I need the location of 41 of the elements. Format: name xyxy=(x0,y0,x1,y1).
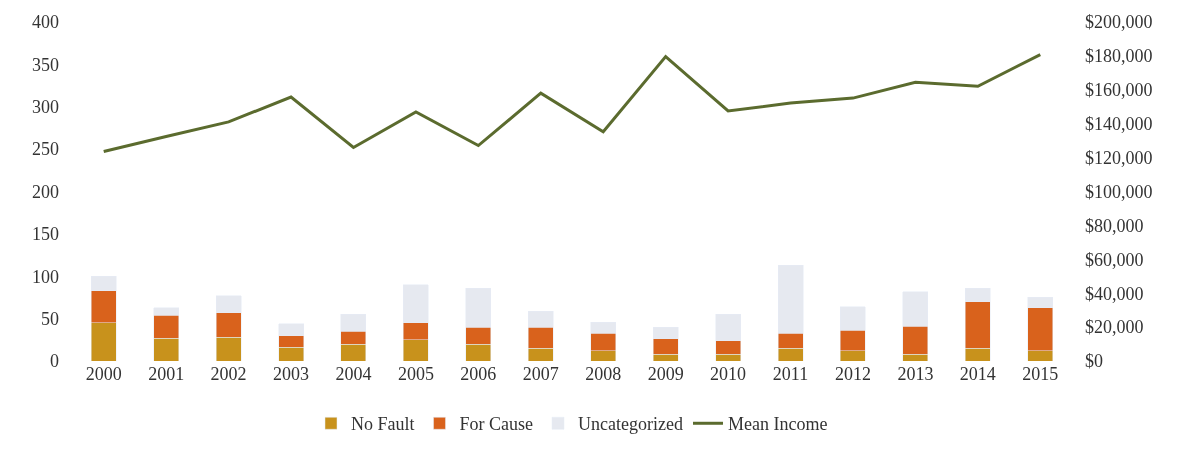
legend-label: For Cause xyxy=(459,414,534,435)
legend-label: Mean Income xyxy=(727,414,828,435)
legend-label: Uncategorized xyxy=(578,414,683,435)
y-tick-label: 350 xyxy=(32,54,59,75)
x-tick-label: 2003 xyxy=(273,364,310,384)
y2-tick-label: $80,000 xyxy=(1085,215,1144,236)
y2-tick-label: $140,000 xyxy=(1085,114,1153,134)
y2-tick-label: $200,000 xyxy=(1085,12,1153,33)
x-tick-label: 2013 xyxy=(897,364,934,384)
x-tick-label: 2010 xyxy=(710,364,747,384)
x-tick-label: 2007 xyxy=(522,364,559,384)
y2-tick-label: $60,000 xyxy=(1085,249,1144,270)
x-tick-label: 2011 xyxy=(772,364,809,384)
y-tick-label: 0 xyxy=(50,351,59,372)
x-tick-label: 2005 xyxy=(397,364,434,384)
y-tick-label: 200 xyxy=(32,181,59,202)
y2-tick-label: $120,000 xyxy=(1085,147,1153,168)
y-tick-label: 100 xyxy=(32,266,59,287)
y2-tick-label: $20,000 xyxy=(1085,317,1144,338)
x-tick-label: 2008 xyxy=(585,364,622,384)
x-tick-label: 2009 xyxy=(647,364,684,384)
x-tick-label: 2002 xyxy=(210,364,247,384)
x-tick-label: 2004 xyxy=(335,364,372,384)
legend-label: No Fault xyxy=(351,414,415,435)
y-tick-label: 300 xyxy=(32,97,59,118)
y-tick-label: 250 xyxy=(32,139,59,160)
y-tick-label: 150 xyxy=(32,224,59,245)
y-tick-label: 400 xyxy=(32,12,59,33)
x-tick-label: 2015 xyxy=(1022,364,1059,384)
y-tick-label: 50 xyxy=(41,308,59,329)
y2-tick-label: $100,000 xyxy=(1085,181,1153,202)
y2-tick-label: $0 xyxy=(1085,351,1103,372)
y2-tick-label: $160,000 xyxy=(1085,80,1153,101)
x-tick-label: 2012 xyxy=(834,364,871,384)
y2-tick-label: $180,000 xyxy=(1085,46,1153,67)
line-series xyxy=(102,53,1042,153)
x-tick-label: 2006 xyxy=(460,364,497,384)
x-tick-label: 2014 xyxy=(959,364,996,384)
y2-tick-label: $40,000 xyxy=(1085,283,1144,304)
x-tick-label: 2001 xyxy=(148,364,185,384)
x-tick-label: 2000 xyxy=(85,364,122,384)
